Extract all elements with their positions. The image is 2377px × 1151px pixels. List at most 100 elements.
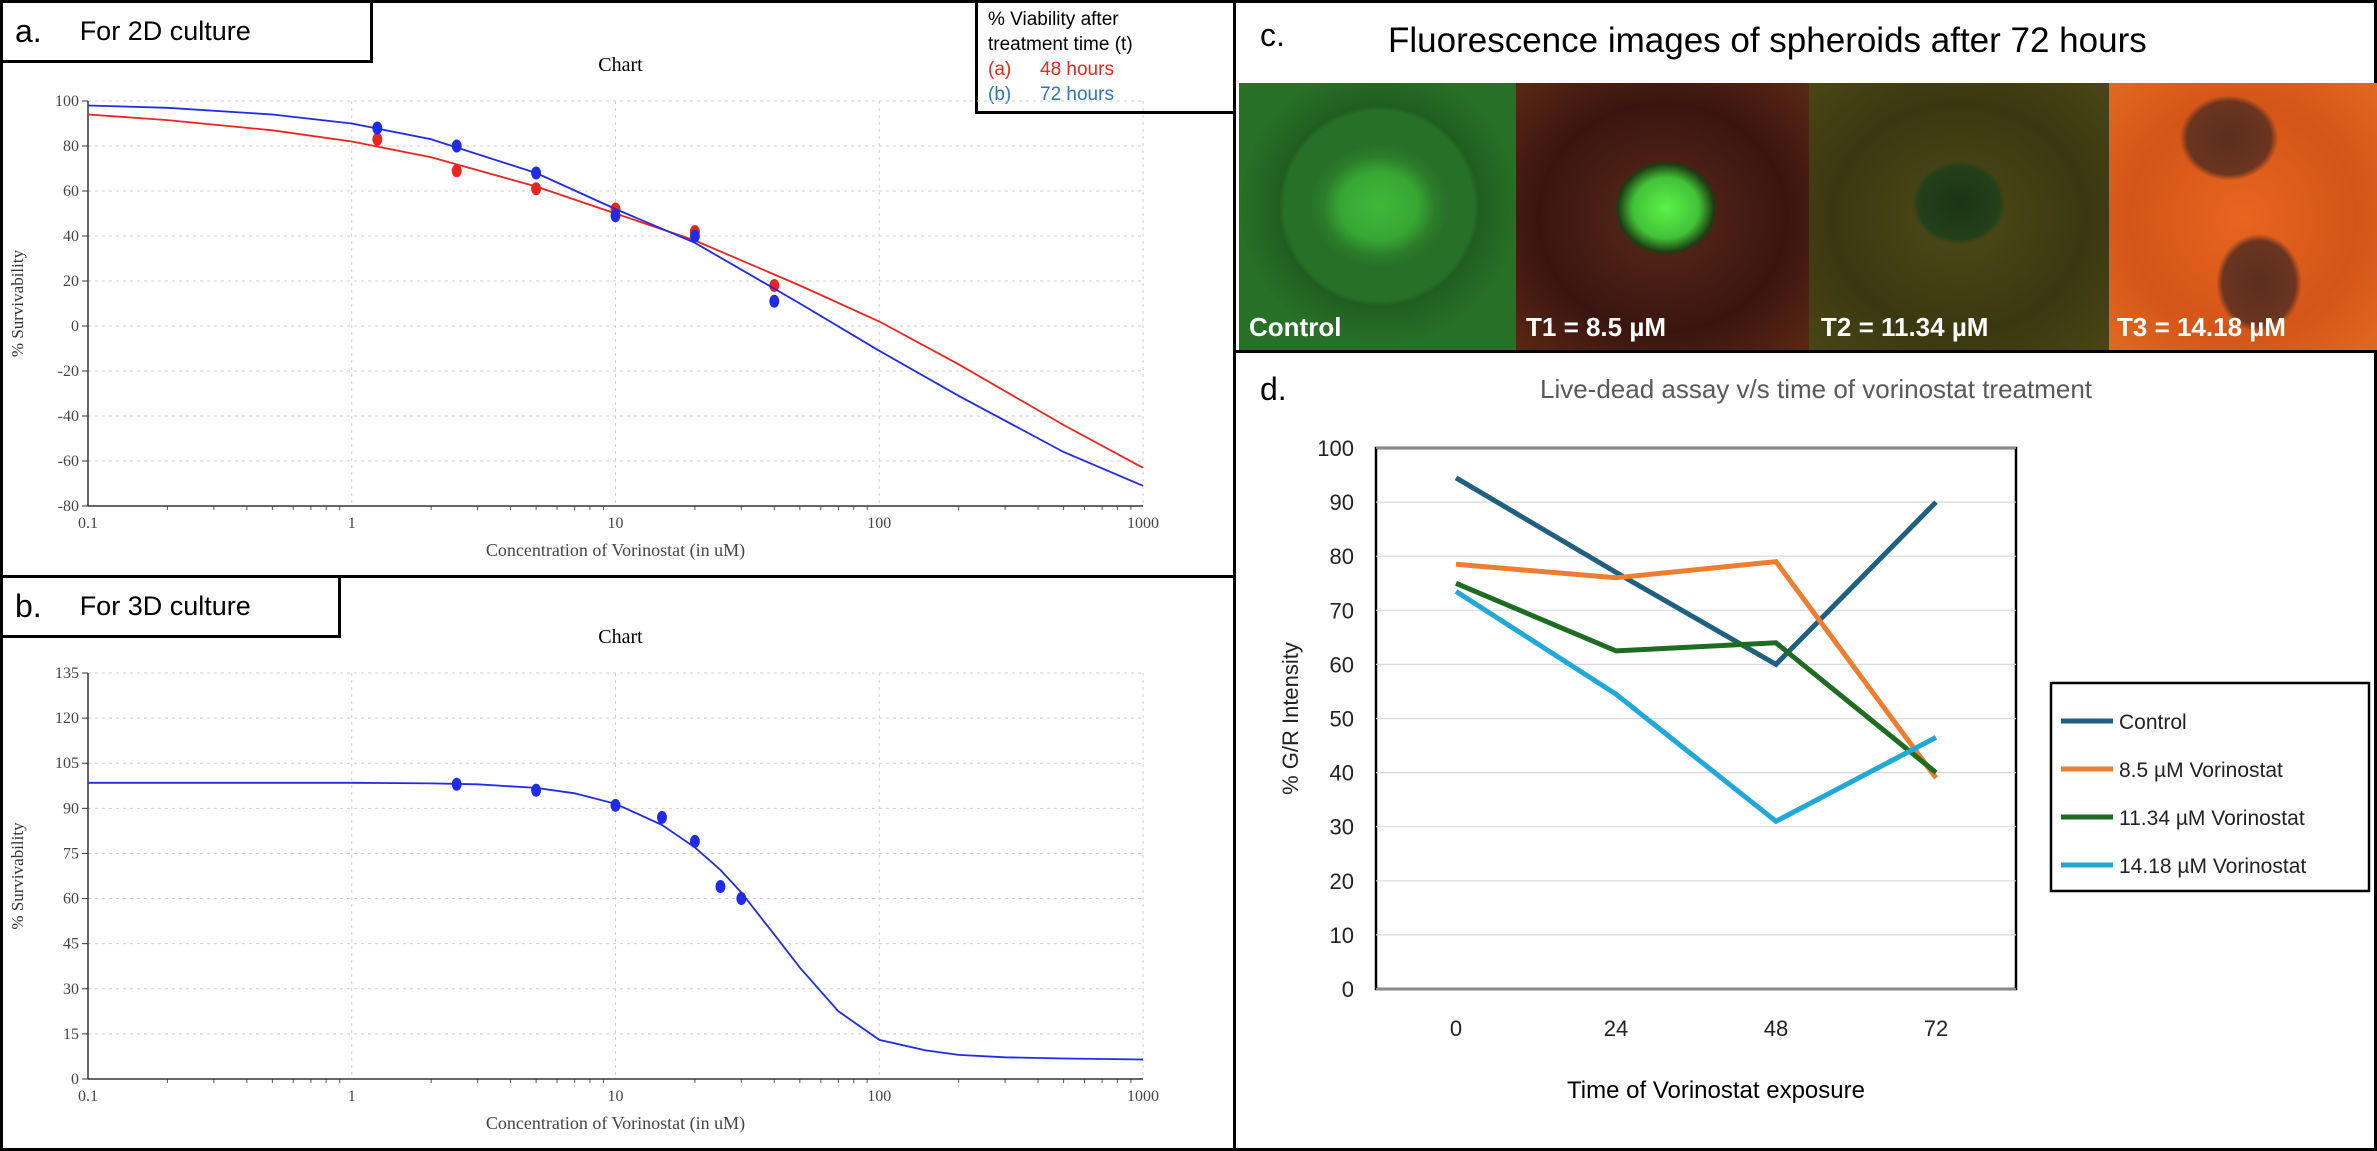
x-tick-label: 100 — [867, 1088, 891, 1105]
y-tick-label: 30 — [1330, 815, 1354, 840]
y-tick-label: 45 — [63, 936, 79, 953]
y-tick-label: 60 — [63, 891, 79, 908]
legend-label-2: 11.34 µM Vorinostat — [2119, 807, 2305, 830]
data-point-series-0 — [531, 182, 542, 196]
data-point-series-0 — [715, 880, 726, 894]
x-tick-label: 1000 — [1127, 515, 1159, 532]
legend-item-72h: (b) 72 hours — [988, 82, 1226, 107]
x-axis-label: Time of Vorinostat exposure — [1567, 1077, 1865, 1104]
y-tick-label: 50 — [1330, 707, 1354, 732]
panel-c-title: Fluorescence images of spheroids after 7… — [1388, 21, 2147, 60]
line-series-3 — [1454, 589, 1938, 825]
y-tick-label: 105 — [55, 755, 79, 772]
y-tick-label: 70 — [1330, 598, 1354, 623]
data-point-series-1 — [531, 166, 542, 180]
legend-label-1: 8.5 µM Vorinostat — [2119, 759, 2283, 782]
y-tick-label: 60 — [63, 183, 79, 200]
panel-d: d. Live-dead assay v/s time of vorinosta… — [1233, 350, 2377, 1151]
x-tick-label: 24 — [1604, 1016, 1628, 1041]
x-tick-label: 1000 — [1127, 1088, 1159, 1105]
y-tick-label: 40 — [63, 228, 79, 245]
caption-t1: T1 = 8.5 µM — [1526, 312, 1666, 342]
data-point-series-1 — [689, 229, 700, 243]
legend-label-0: Control — [2119, 711, 2187, 734]
y-tick-label: 0 — [71, 1071, 79, 1088]
y-tick-label: 80 — [1330, 544, 1354, 569]
y-tick-label: 30 — [63, 981, 79, 998]
panel-b-letter: b. — [15, 588, 42, 624]
x-tick-label: 0 — [1450, 1016, 1462, 1041]
y-tick-label: 120 — [55, 710, 79, 727]
x-tick-label: 72 — [1924, 1016, 1948, 1041]
panel-d-letter: d. — [1260, 371, 1287, 407]
y-tick-label: 100 — [1317, 436, 1354, 461]
data-point-series-0 — [610, 798, 621, 812]
legend-key-a: (a) — [988, 59, 1012, 80]
caption-control: Control — [1249, 312, 1342, 342]
y-tick-label: 135 — [55, 665, 79, 682]
y-tick-label: 80 — [63, 138, 79, 155]
legend-label-48h: 48 hours — [1040, 59, 1114, 80]
legend-label-72h: 72 hours — [1040, 84, 1114, 105]
spheroid-image-t2: T2 = 11.34 µM — [1809, 83, 2109, 353]
chart-title: Chart — [598, 54, 643, 76]
data-point-series-1 — [769, 294, 780, 308]
chart-title: Live-dead assay v/s time of vorinostat t… — [1540, 374, 2093, 404]
y-tick-label: 90 — [1330, 490, 1354, 515]
x-tick-label: 10 — [608, 515, 624, 532]
fit-curve-series-1 — [87, 104, 1144, 487]
panel-a-legend: % Viability after treatment time (t) (a)… — [975, 0, 1239, 114]
data-point-series-0 — [451, 777, 462, 791]
chart-title: Chart — [598, 626, 643, 648]
data-point-series-1 — [451, 139, 462, 153]
data-point-series-0 — [736, 892, 747, 906]
panel-a-tag: a. For 2D culture — [3, 3, 373, 63]
chart-d-live-dead: Live-dead assay v/s time of vorinostat t… — [1278, 374, 2371, 1104]
chart-b-3d-culture: Chart 0 15 30 45 60 75 90 105 120 135 0.1 1 10 100 1000… — [8, 626, 1159, 1134]
panel-a: a. For 2D culture % Viability after trea… — [0, 0, 1239, 578]
y-tick-label: 20 — [1330, 869, 1354, 894]
x-axis-label: Concentration of Vorinostat (in uM) — [486, 540, 745, 561]
x-tick-label: 1 — [348, 1088, 356, 1105]
y-tick-label: 100 — [55, 93, 79, 110]
x-tick-label: 1 — [348, 515, 356, 532]
data-point-series-0 — [656, 810, 667, 824]
data-point-series-1 — [610, 209, 621, 223]
panel-c-letter: c. — [1260, 17, 1285, 53]
y-tick-label: -80 — [58, 498, 79, 515]
y-tick-label: 10 — [1330, 923, 1354, 948]
data-point-series-0 — [372, 132, 383, 146]
legend-label-3: 14.18 µM Vorinostat — [2119, 855, 2306, 878]
line-series-0 — [1454, 475, 1938, 668]
legend-key-b: (b) — [988, 84, 1012, 105]
data-point-series-1 — [372, 121, 383, 135]
x-tick-label: 0.1 — [78, 515, 98, 532]
data-point-series-0 — [531, 783, 542, 797]
y-axis-label: % G/R Intensity — [1278, 642, 1303, 795]
line-series-2 — [1455, 580, 1938, 775]
y-tick-label: 40 — [1330, 761, 1354, 786]
chart-a-2d-culture: Chart -80 -60 -40 -20 0 20 40 60 80 100 0.1 1 10 100 10… — [8, 54, 1159, 561]
x-tick-label: 0.1 — [78, 1088, 98, 1105]
y-axis-label: % Survivability — [8, 249, 27, 357]
panel-b-tag-label: For 3D culture — [79, 591, 251, 621]
legend-title-line1: % Viability after — [988, 9, 1119, 30]
caption-t3: T3 = 14.18 µM — [2117, 312, 2286, 342]
panel-b: b. For 3D culture Chart 0 15 30 45 60 75 90 105 1… — [0, 575, 1236, 1151]
fit-curve-series-0 — [88, 781, 1144, 1061]
y-tick-label: 60 — [1330, 652, 1354, 677]
legend-title-line2: treatment time (t) — [988, 34, 1133, 55]
panel-c: c. Fluorescence images of spheroids afte… — [1233, 0, 2377, 353]
y-tick-label: 0 — [1342, 977, 1354, 1002]
chart-d-legend — [2049, 681, 2371, 893]
y-tick-label: 0 — [71, 318, 79, 335]
y-tick-label: -60 — [58, 453, 79, 470]
spheroid-image-control: Control — [1239, 83, 1516, 353]
data-point-series-0 — [769, 279, 780, 292]
x-tick-label: 10 — [608, 1088, 624, 1105]
y-tick-label: -40 — [58, 408, 79, 425]
spheroid-image-t1: T1 = 8.5 µM — [1516, 83, 1809, 353]
panel-a-letter: a. — [15, 13, 42, 49]
data-point-series-0 — [689, 834, 700, 848]
y-tick-label: -20 — [58, 363, 79, 380]
